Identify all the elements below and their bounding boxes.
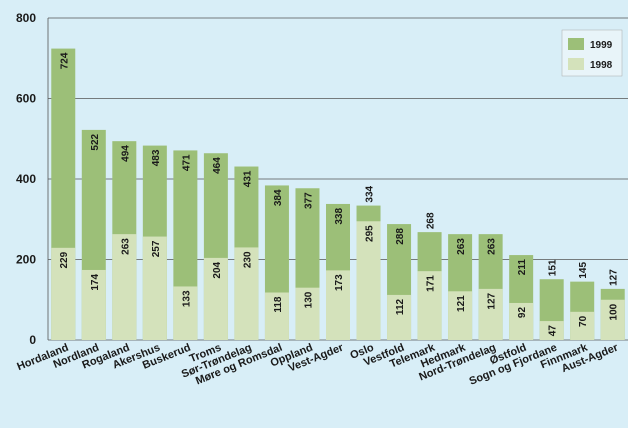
value-label: 171 [426, 275, 437, 292]
value-label: 92 [517, 307, 528, 319]
bar [142, 236, 167, 340]
bar [539, 321, 564, 340]
legend-swatch [568, 58, 584, 70]
value-label: 724 [59, 52, 70, 69]
value-label: 173 [334, 274, 345, 291]
value-label: 133 [181, 290, 192, 307]
value-label: 263 [487, 238, 498, 255]
value-label: 263 [456, 238, 467, 255]
bar [173, 286, 198, 340]
bar [600, 299, 625, 340]
value-label: 522 [90, 133, 101, 150]
y-tick-label: 600 [16, 92, 36, 106]
value-label: 127 [487, 292, 498, 309]
bar [356, 221, 381, 340]
value-label: 471 [181, 154, 192, 171]
bar [478, 288, 503, 340]
value-label: 494 [120, 145, 131, 162]
value-label: 211 [517, 259, 528, 276]
legend-swatch [568, 38, 584, 50]
y-tick-label: 200 [16, 253, 36, 267]
value-label: 464 [212, 157, 223, 174]
y-tick-label: 400 [16, 172, 36, 186]
y-tick-label: 0 [29, 333, 36, 347]
bar [509, 302, 534, 340]
bar [51, 247, 76, 340]
bar [264, 292, 289, 340]
value-label: 334 [365, 185, 376, 202]
y-tick-label: 800 [16, 11, 36, 25]
bar [295, 287, 320, 340]
legend: 1999 1998 [561, 29, 623, 77]
value-label: 384 [273, 189, 284, 206]
value-label: 288 [395, 228, 406, 245]
value-label: 100 [609, 303, 620, 320]
bar [570, 311, 595, 340]
bar [387, 294, 412, 340]
bar [326, 270, 350, 340]
bar [234, 247, 259, 340]
value-label: 127 [609, 269, 620, 286]
value-label: 145 [578, 262, 589, 279]
value-label: 377 [303, 192, 314, 209]
value-label: 263 [120, 238, 131, 255]
value-label: 230 [242, 251, 253, 268]
value-label: 257 [151, 240, 162, 257]
value-label: 431 [242, 170, 253, 187]
value-label: 338 [334, 208, 345, 225]
value-label: 295 [365, 225, 376, 242]
bar [81, 269, 106, 340]
value-label: 483 [151, 149, 162, 166]
legend-label: 1999 [590, 40, 613, 51]
value-label: 112 [395, 298, 406, 315]
bar [417, 271, 442, 340]
value-label: 70 [578, 315, 589, 327]
value-label: 174 [90, 274, 101, 291]
bar [203, 257, 228, 340]
value-label: 121 [456, 295, 467, 312]
value-label: 204 [212, 261, 223, 278]
value-label: 229 [59, 251, 70, 268]
value-label: 47 [548, 325, 559, 337]
value-label: 118 [273, 296, 284, 313]
value-label: 268 [426, 212, 437, 229]
bar [112, 234, 137, 340]
legend-label: 1998 [590, 60, 613, 71]
bar [448, 291, 473, 340]
value-label: 151 [548, 259, 559, 276]
value-label: 130 [303, 291, 314, 308]
